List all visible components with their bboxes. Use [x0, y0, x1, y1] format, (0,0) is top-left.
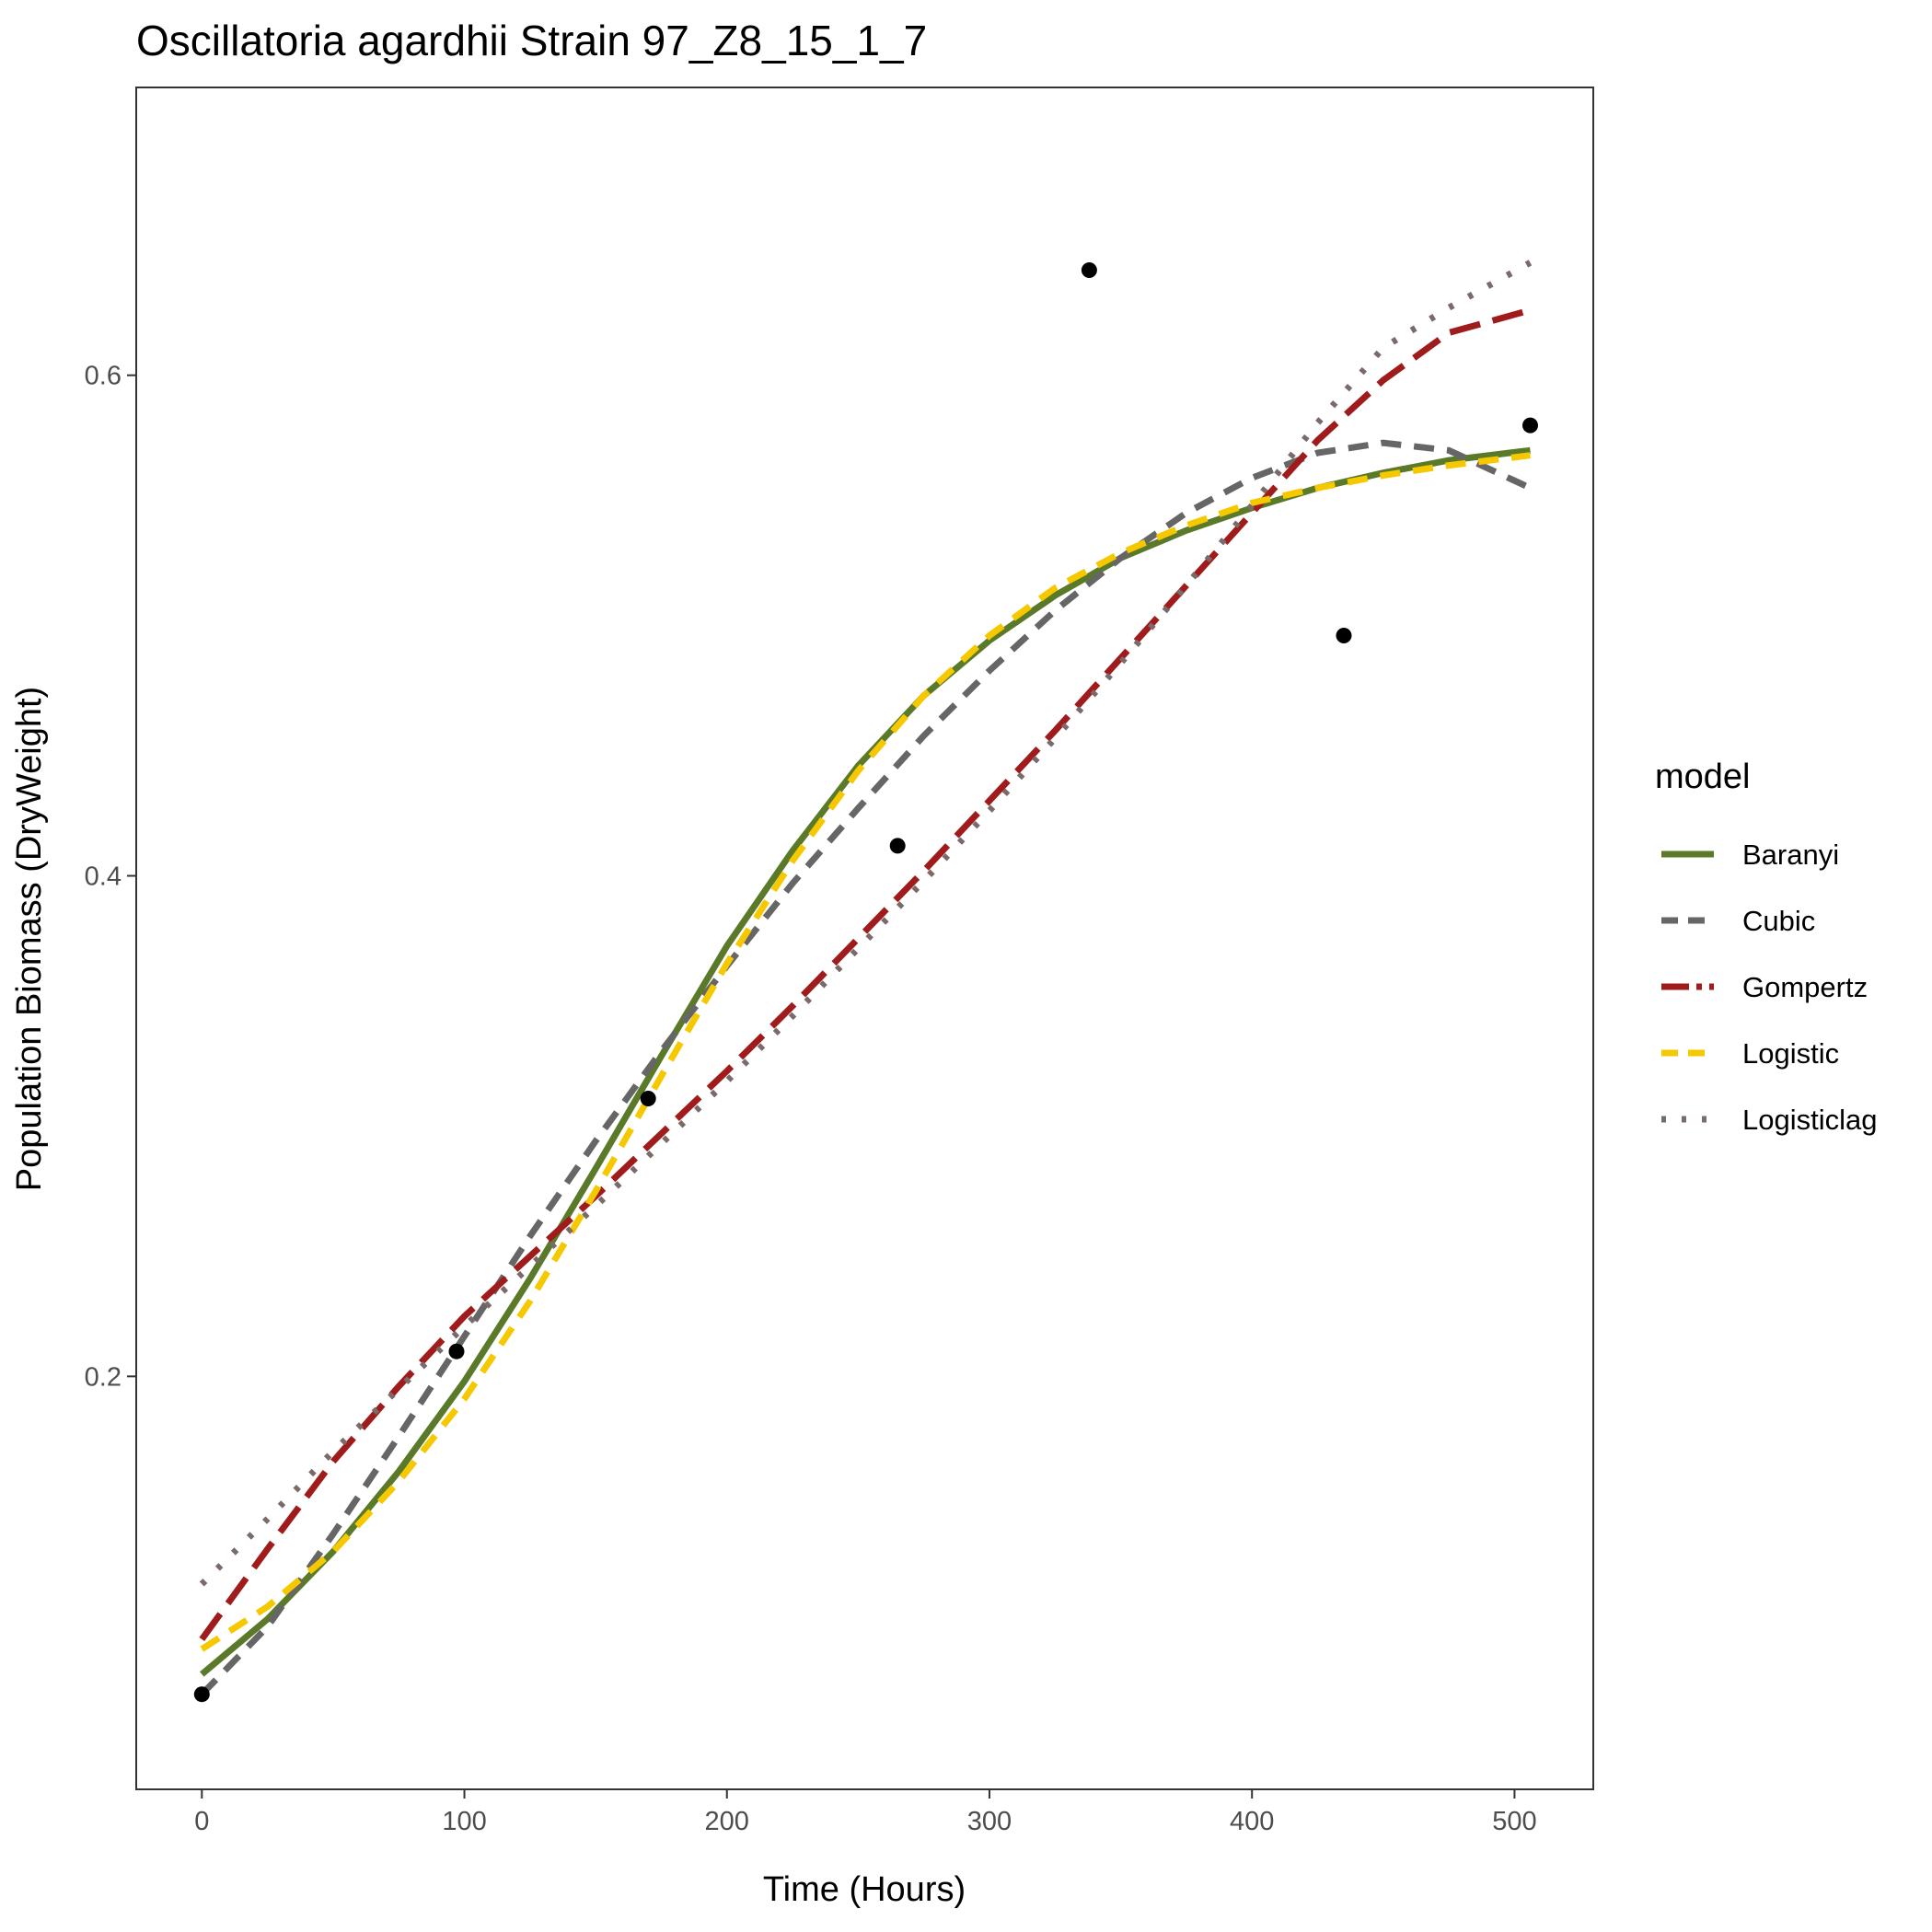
plot-panel-border: [135, 87, 1594, 1790]
data-points: [193, 262, 1538, 1703]
legend-items: Baranyi Cubic Gompertz Logistic Logisticlag: [1661, 839, 1877, 1136]
legend-label-gompertz: Gompertz: [1742, 971, 1868, 1003]
x-tick-label: 100: [442, 1807, 486, 1836]
data-point: [1081, 262, 1097, 278]
x-tick-label: 500: [1492, 1807, 1536, 1836]
y-axis-ticks: 0.2 0.4 0.6: [85, 362, 136, 1392]
data-point: [1336, 628, 1352, 643]
y-axis-title: Population Biomass (DryWeight): [10, 687, 49, 1191]
legend-label-cubic: Cubic: [1742, 905, 1815, 937]
x-tick-label: 0: [194, 1807, 209, 1836]
data-point: [640, 1091, 656, 1106]
legend-title: model: [1655, 758, 1751, 796]
y-tick-label: 0.6: [85, 362, 121, 391]
series-line-logistic: [200, 452, 1531, 1652]
x-axis-ticks: 0 100 200 300 400 500: [194, 1789, 1537, 1836]
x-tick-label: 400: [1230, 1807, 1274, 1836]
x-tick-label: 200: [705, 1807, 749, 1836]
y-tick-label: 0.4: [85, 862, 121, 892]
legend-label-logisticlag: Logisticlag: [1742, 1104, 1877, 1136]
x-tick-label: 300: [967, 1807, 1012, 1836]
legend-label-baranyi: Baranyi: [1742, 839, 1839, 871]
y-tick-label: 0.2: [85, 1362, 121, 1392]
x-axis-title: Time (Hours): [763, 1870, 966, 1909]
chart-title: Oscillatoria agardhii Strain 97_Z8_15_1_…: [136, 17, 927, 64]
legend-label-logistic: Logistic: [1742, 1037, 1839, 1070]
series-lines: [199, 260, 1533, 1697]
data-point: [889, 838, 906, 854]
data-point: [448, 1343, 465, 1359]
series-line-gompertz: [199, 307, 1532, 1641]
data-point: [1522, 417, 1538, 434]
legend: model Baranyi Cubic Gompertz Logistic Logist…: [1655, 758, 1877, 1136]
data-point: [193, 1686, 210, 1703]
